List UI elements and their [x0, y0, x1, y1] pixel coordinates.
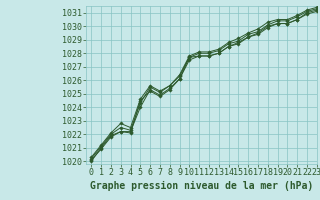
X-axis label: Graphe pression niveau de la mer (hPa): Graphe pression niveau de la mer (hPa)	[90, 181, 313, 191]
